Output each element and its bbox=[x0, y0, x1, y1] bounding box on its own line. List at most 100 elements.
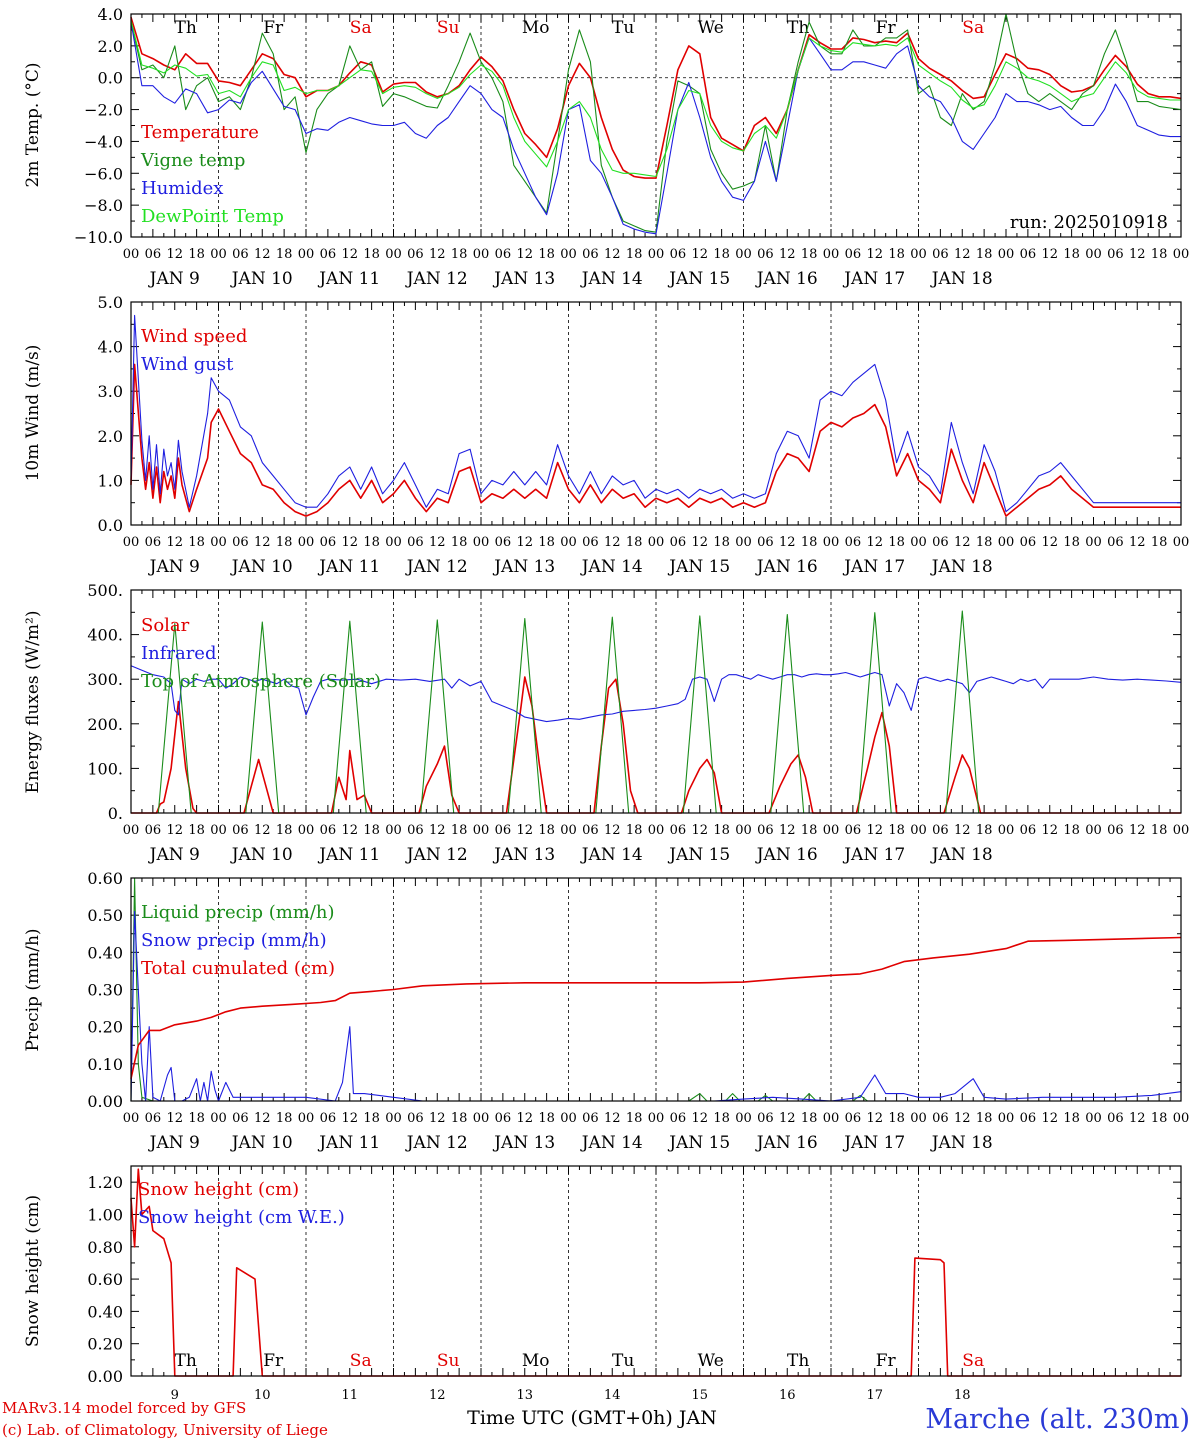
hour-tick-label: 06 bbox=[1107, 535, 1124, 550]
hour-tick-label: 18 bbox=[363, 1111, 380, 1126]
y-axis-label: 10m Wind (m/s) bbox=[23, 345, 43, 482]
hour-tick-label: 06 bbox=[1107, 823, 1124, 838]
lab-credit: (c) Lab. of Climatology, University of L… bbox=[2, 1421, 328, 1439]
hour-tick-label: 12 bbox=[866, 247, 883, 262]
date-label: JAN 10 bbox=[230, 845, 293, 865]
hour-tick-label: 00 bbox=[385, 823, 402, 838]
hour-tick-label: 12 bbox=[341, 247, 358, 262]
hour-tick-label: 18 bbox=[451, 1111, 468, 1126]
day-number-label: 18 bbox=[954, 1388, 971, 1403]
hour-tick-label: 00 bbox=[998, 823, 1015, 838]
hour-tick-label: 12 bbox=[166, 1111, 183, 1126]
panel-flux: 500.400.300.200.100.0.00 06 12 18 00 06 12 18 00… bbox=[23, 581, 1189, 865]
plot-frame bbox=[130, 877, 1182, 1102]
hour-tick-label: 12 bbox=[516, 247, 533, 262]
hour-tick-label: 18 bbox=[801, 1111, 818, 1126]
x-axis-label: Time UTC (GMT+0h) JAN bbox=[467, 1407, 717, 1429]
day-number-label: 15 bbox=[691, 1388, 708, 1403]
y-tick-label: 0.50 bbox=[87, 906, 123, 925]
hour-tick-label: 18 bbox=[626, 823, 643, 838]
hour-tick-label: 00 bbox=[385, 535, 402, 550]
y-tick-label: 3.0 bbox=[98, 382, 123, 401]
hour-tick-label: 18 bbox=[451, 823, 468, 838]
hour-tick-label: 18 bbox=[276, 247, 293, 262]
hour-tick-label: 00 bbox=[910, 823, 927, 838]
hour-tick-label: 18 bbox=[451, 535, 468, 550]
hour-tick-label: 06 bbox=[1020, 823, 1037, 838]
hour-tick-label: 00 bbox=[1085, 247, 1102, 262]
date-label: JAN 17 bbox=[842, 269, 905, 289]
legend-entry: Top of Atmosphere (Solar) bbox=[141, 671, 381, 692]
hour-tick-label: 06 bbox=[320, 823, 337, 838]
hour-tick-label: 00 bbox=[210, 535, 227, 550]
hour-tick-label: 00 bbox=[648, 823, 665, 838]
hour-tick-label: 12 bbox=[866, 535, 883, 550]
date-label: JAN 14 bbox=[580, 269, 643, 289]
y-tick-label: 0.30 bbox=[87, 981, 123, 1000]
weekday-label: Mo bbox=[522, 1351, 550, 1371]
hour-tick-label: 06 bbox=[232, 1111, 249, 1126]
hour-tick-label: 06 bbox=[320, 247, 337, 262]
hour-tick-label: 00 bbox=[648, 535, 665, 550]
date-label: JAN 16 bbox=[755, 845, 818, 865]
hour-tick-label: 06 bbox=[582, 1111, 599, 1126]
hour-tick-label: 06 bbox=[145, 535, 162, 550]
panel-temp: 4.02.00.0−2.0−4.0−6.0−8.0−10.000 06 12 18 00… bbox=[23, 5, 1189, 289]
hour-tick-label: 00 bbox=[298, 535, 315, 550]
hour-tick-label: 00 bbox=[298, 1111, 315, 1126]
hour-tick-label: 18 bbox=[538, 247, 555, 262]
y-tick-label: 100. bbox=[87, 759, 123, 778]
hour-tick-label: 06 bbox=[757, 247, 774, 262]
y-tick-label: 1.00 bbox=[87, 1205, 123, 1224]
hour-tick-label: 12 bbox=[516, 1111, 533, 1126]
hour-tick-label: 06 bbox=[670, 247, 687, 262]
date-label: JAN 18 bbox=[930, 557, 993, 577]
hour-tick-label: 18 bbox=[1151, 823, 1168, 838]
hour-tick-label: 12 bbox=[166, 247, 183, 262]
hour-tick-label: 06 bbox=[932, 823, 949, 838]
hour-tick-label: 06 bbox=[845, 247, 862, 262]
weekday-label: Tu bbox=[612, 1351, 634, 1371]
hour-tick-label: 06 bbox=[495, 823, 512, 838]
hour-tick-label: 00 bbox=[298, 247, 315, 262]
y-tick-label: 0.80 bbox=[87, 1238, 123, 1257]
hour-tick-label: 00 bbox=[560, 535, 577, 550]
y-axis-label: Precip (mm/h) bbox=[23, 928, 43, 1051]
legend-entry: Solar bbox=[141, 615, 190, 636]
day-number-label: 11 bbox=[341, 1388, 358, 1403]
date-label: JAN 17 bbox=[842, 557, 905, 577]
date-label: JAN 12 bbox=[405, 845, 468, 865]
hour-tick-label: 18 bbox=[976, 1111, 993, 1126]
hour-tick-label: 00 bbox=[735, 535, 752, 550]
hour-tick-label: 12 bbox=[1129, 247, 1146, 262]
date-label: JAN 9 bbox=[148, 845, 200, 865]
hour-tick-label: 00 bbox=[385, 1111, 402, 1126]
y-tick-label: 0.20 bbox=[87, 1335, 123, 1354]
y-tick-label: 0.00 bbox=[87, 1367, 123, 1386]
hour-tick-label: 00 bbox=[123, 1111, 140, 1126]
hour-tick-label: 18 bbox=[451, 247, 468, 262]
hour-tick-label: 12 bbox=[691, 247, 708, 262]
hour-tick-label: 18 bbox=[538, 1111, 555, 1126]
hour-tick-label: 12 bbox=[779, 247, 796, 262]
hour-tick-label: 18 bbox=[626, 1111, 643, 1126]
hour-tick-label: 12 bbox=[691, 1111, 708, 1126]
hour-tick-label: 06 bbox=[1107, 247, 1124, 262]
hour-tick-label: 18 bbox=[888, 247, 905, 262]
hour-tick-label: 18 bbox=[188, 247, 205, 262]
hour-tick-label: 18 bbox=[713, 535, 730, 550]
legend-entry: Total cumulated (cm) bbox=[141, 958, 335, 979]
panels: 4.0 2.0 0.0 −2.0 −4.0 −6.0 −8.0 −10.0 00 06 12 18 00… bbox=[23, 5, 1189, 1403]
hour-tick-label: 06 bbox=[757, 535, 774, 550]
hour-tick-label: 06 bbox=[232, 247, 249, 262]
date-label: JAN 17 bbox=[842, 1133, 905, 1153]
y-tick-label: 0.10 bbox=[87, 1055, 123, 1074]
y-tick-label: 200. bbox=[87, 715, 123, 734]
hour-tick-label: 06 bbox=[1020, 247, 1037, 262]
y-tick-label: 2.0 bbox=[98, 37, 123, 56]
date-label: JAN 14 bbox=[580, 557, 643, 577]
hour-tick-label: 12 bbox=[166, 823, 183, 838]
y-tick-label: 0.40 bbox=[87, 943, 123, 962]
hour-tick-label: 12 bbox=[341, 535, 358, 550]
hour-tick-label: 00 bbox=[298, 823, 315, 838]
